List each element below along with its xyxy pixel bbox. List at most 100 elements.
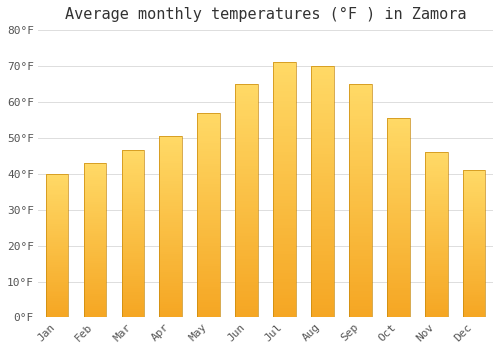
Bar: [46, 179, 68, 181]
Bar: [387, 180, 409, 183]
Bar: [311, 305, 334, 308]
Bar: [46, 240, 68, 242]
Bar: [311, 295, 334, 299]
Bar: [273, 65, 296, 69]
Bar: [273, 298, 296, 302]
Bar: [122, 192, 144, 194]
Bar: [462, 264, 485, 266]
Bar: [311, 258, 334, 261]
Bar: [122, 284, 144, 286]
Bar: [84, 221, 106, 223]
Bar: [273, 247, 296, 251]
Bar: [46, 308, 68, 310]
Bar: [273, 145, 296, 148]
Bar: [46, 188, 68, 190]
Bar: [425, 185, 448, 187]
Bar: [273, 292, 296, 295]
Bar: [462, 237, 485, 238]
Bar: [387, 230, 409, 233]
Bar: [349, 186, 372, 189]
Bar: [311, 201, 334, 204]
Bar: [387, 163, 409, 166]
Bar: [311, 289, 334, 292]
Bar: [387, 238, 409, 240]
Bar: [311, 66, 334, 317]
Bar: [425, 299, 448, 301]
Bar: [349, 174, 372, 177]
Bar: [462, 244, 485, 246]
Bar: [462, 266, 485, 268]
Bar: [84, 236, 106, 238]
Bar: [236, 303, 258, 306]
Bar: [387, 210, 409, 213]
Bar: [387, 240, 409, 243]
Bar: [349, 212, 372, 215]
Bar: [198, 208, 220, 210]
Bar: [462, 220, 485, 222]
Bar: [198, 233, 220, 236]
Bar: [122, 278, 144, 280]
Bar: [198, 146, 220, 148]
Bar: [236, 294, 258, 297]
Bar: [273, 152, 296, 155]
Bar: [160, 197, 182, 199]
Bar: [387, 300, 409, 302]
Bar: [236, 212, 258, 215]
Bar: [122, 274, 144, 276]
Bar: [198, 179, 220, 182]
Bar: [425, 204, 448, 206]
Bar: [462, 202, 485, 203]
Bar: [84, 238, 106, 240]
Bar: [46, 292, 68, 294]
Bar: [273, 91, 296, 94]
Bar: [462, 183, 485, 185]
Bar: [160, 156, 182, 159]
Bar: [46, 314, 68, 316]
Bar: [46, 253, 68, 254]
Bar: [236, 285, 258, 288]
Bar: [122, 196, 144, 198]
Bar: [273, 88, 296, 91]
Bar: [198, 148, 220, 151]
Bar: [349, 221, 372, 224]
Bar: [387, 183, 409, 186]
Bar: [84, 269, 106, 271]
Bar: [236, 84, 258, 317]
Bar: [273, 113, 296, 117]
Bar: [236, 271, 258, 274]
Bar: [198, 144, 220, 146]
Bar: [46, 287, 68, 289]
Bar: [462, 262, 485, 264]
Bar: [122, 219, 144, 222]
Bar: [311, 107, 334, 110]
Bar: [122, 280, 144, 282]
Bar: [236, 247, 258, 250]
Bar: [198, 305, 220, 307]
Bar: [349, 274, 372, 276]
Bar: [349, 206, 372, 210]
Bar: [84, 308, 106, 310]
Bar: [122, 276, 144, 278]
Bar: [160, 170, 182, 172]
Bar: [425, 235, 448, 237]
Bar: [84, 287, 106, 288]
Bar: [122, 186, 144, 188]
Bar: [273, 260, 296, 263]
Bar: [84, 302, 106, 304]
Bar: [311, 104, 334, 107]
Bar: [46, 238, 68, 240]
Bar: [425, 175, 448, 177]
Bar: [122, 251, 144, 253]
Bar: [160, 199, 182, 202]
Bar: [349, 315, 372, 317]
Bar: [160, 254, 182, 256]
Bar: [84, 227, 106, 229]
Bar: [160, 145, 182, 147]
Bar: [46, 249, 68, 251]
Bar: [46, 204, 68, 206]
Bar: [349, 215, 372, 218]
Bar: [84, 252, 106, 254]
Bar: [160, 304, 182, 306]
Bar: [349, 177, 372, 180]
Bar: [349, 195, 372, 198]
